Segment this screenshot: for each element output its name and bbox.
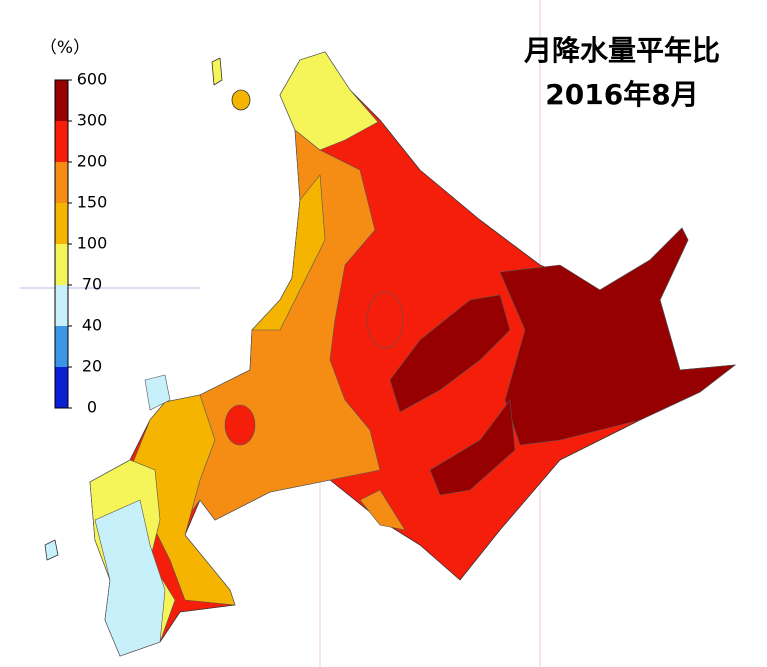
- legend-tick-label: 100: [77, 234, 108, 253]
- title: 月降水量平年比: [523, 34, 720, 67]
- zone-sapporo: [224, 404, 256, 446]
- legend-tick-label: 70: [82, 275, 102, 294]
- legend-swatch: [55, 162, 68, 203]
- subtitle: 2016年8月: [545, 78, 698, 111]
- legend-swatch: [55, 285, 68, 326]
- legend-tick-label: 600: [77, 70, 108, 89]
- legend-tick-label: 0: [87, 398, 97, 417]
- legend-tick-label: 200: [77, 152, 108, 171]
- zone-central: [366, 291, 404, 349]
- zone-east: [499, 227, 736, 446]
- legend-swatch: [55, 203, 68, 244]
- legend-swatch: [55, 326, 68, 367]
- zone-hidaka: [359, 489, 406, 531]
- legend-swatch: [55, 121, 68, 162]
- zone-inland: [389, 294, 511, 413]
- zone-north: [279, 51, 379, 151]
- hokkaido-map: [44, 51, 736, 657]
- zone-tokachi: [429, 399, 516, 496]
- legend-swatch: [55, 244, 68, 285]
- rishiri: [231, 89, 251, 111]
- okushiri: [44, 539, 59, 561]
- legend-tick-label: 300: [77, 111, 108, 130]
- legend: 0 20 40 70 100 150 200 300 600: [54, 70, 108, 417]
- zone-west-coast: [251, 174, 326, 331]
- legend-swatch: [55, 367, 68, 408]
- legend-unit: （%）: [40, 38, 90, 58]
- legend-tick-label: 150: [77, 193, 108, 212]
- rishiri-rebun: [211, 57, 223, 86]
- zone-shakotan: [144, 374, 171, 411]
- legend-tick-label: 40: [82, 316, 102, 335]
- zone-southwest: [94, 499, 166, 657]
- legend-swatch: [55, 80, 68, 121]
- legend-tick-label: 20: [82, 357, 102, 376]
